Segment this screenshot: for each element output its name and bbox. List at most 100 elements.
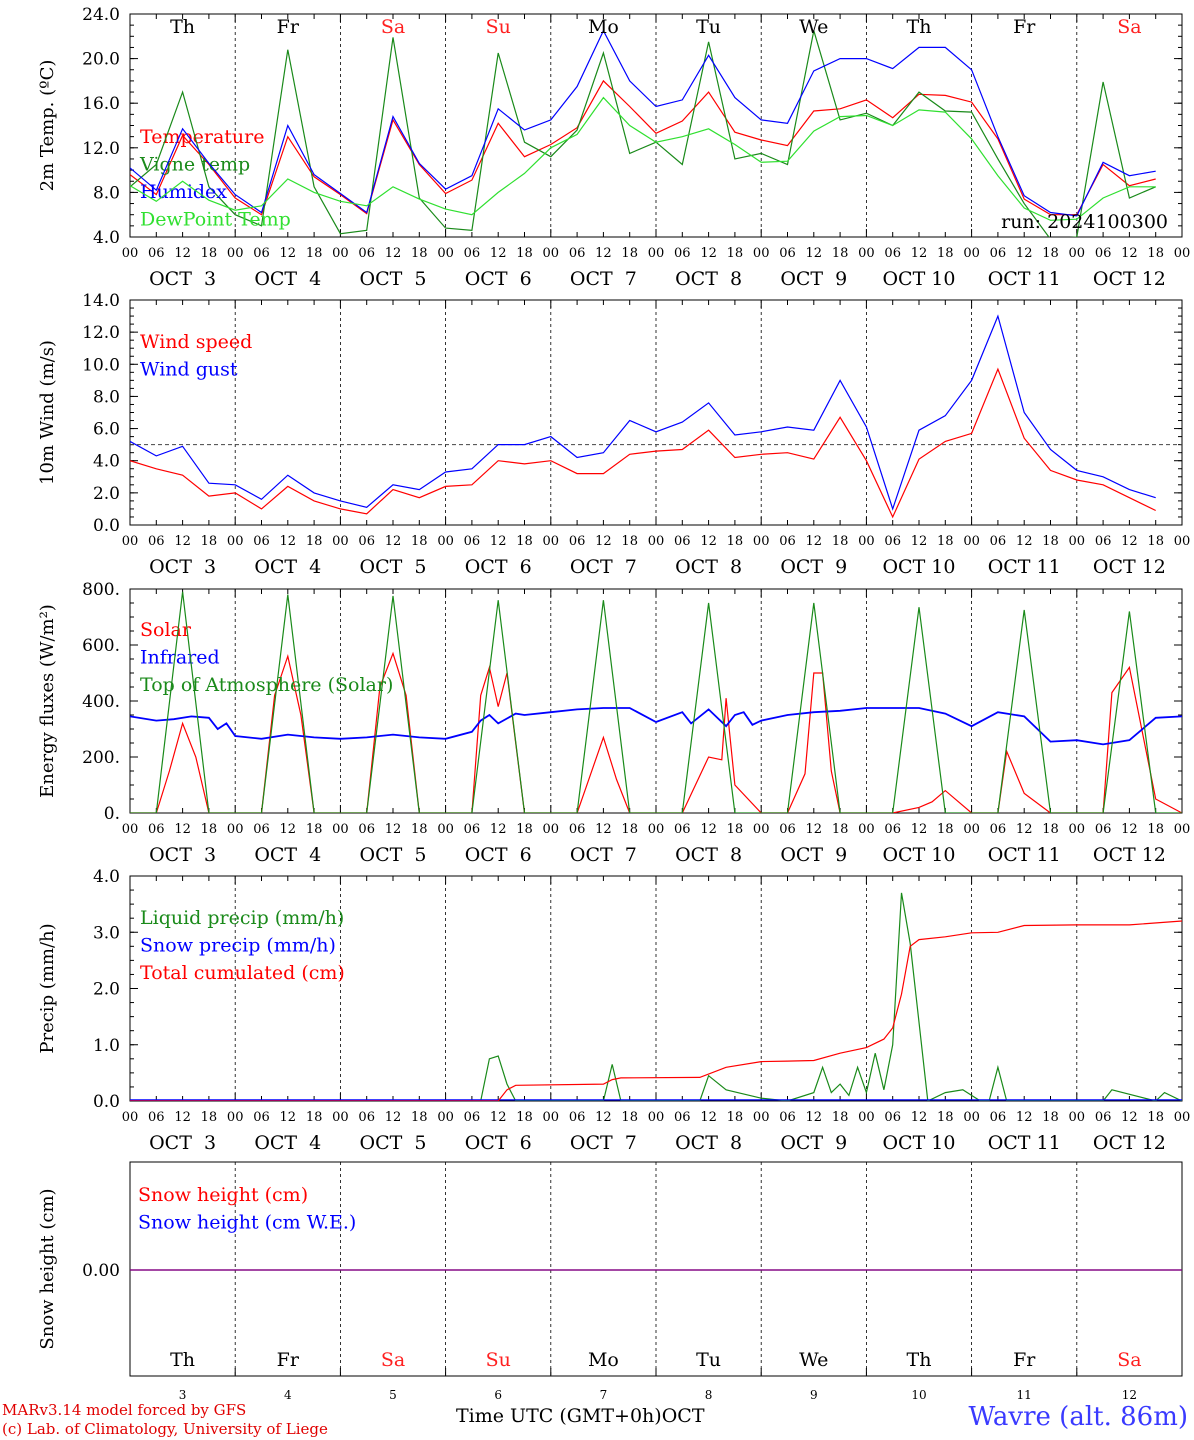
hour-tick-label: 12 [1121,246,1138,261]
series-line-total-cumulated-cm- [130,920,1182,1101]
legend-entry: Infrared [140,647,220,669]
y-axis-label: 10m Wind (m/s) [37,340,58,485]
date-label: OCT 4 [254,556,321,578]
date-label: OCT 10 [882,1132,955,1154]
hour-tick-label: 18 [411,246,428,261]
hour-tick-label: 18 [516,822,533,837]
hour-tick-label: 06 [884,1110,901,1125]
y-tick-label: 2.0 [93,980,120,1000]
hour-tick-label: 12 [806,246,823,261]
hour-tick-label: 06 [674,246,691,261]
hour-tick-label: 18 [1042,246,1059,261]
y-tick-label: 4.0 [93,452,120,472]
hour-tick-label: 18 [1042,534,1059,549]
hour-tick-label: 12 [280,246,297,261]
hour-tick-label: 06 [358,246,375,261]
hour-tick-label: 00 [963,534,980,549]
hour-tick-label: 18 [832,822,849,837]
series-line-solar [130,651,1182,813]
weekday-label-top: Tu [696,16,721,38]
hour-tick-label: 12 [1016,1110,1033,1125]
hour-tick-label: 18 [937,246,954,261]
date-label: OCT 7 [570,556,637,578]
hour-tick-label: 12 [174,822,191,837]
hour-tick-label: 00 [437,1110,454,1125]
hour-tick-label: 12 [174,534,191,549]
hour-tick-label: 12 [280,534,297,549]
y-tick-label: 6.0 [93,420,120,440]
date-label: OCT 5 [360,1132,427,1154]
hour-tick-label: 06 [464,822,481,837]
y-axis-label: Energy fluxes (W/m²) [37,604,58,798]
hour-tick-label: 18 [1147,1110,1164,1125]
weekday-label-top: We [799,16,828,38]
hour-tick-label: 06 [253,1110,270,1125]
series-line-top-of-atmosphere-solar- [130,591,1182,813]
hour-tick-label: 00 [753,1110,770,1125]
date-label: OCT 6 [465,844,532,866]
hour-tick-label: 00 [1174,1110,1191,1125]
hour-tick-label: 12 [700,1110,717,1125]
hour-tick-label: 06 [779,822,796,837]
date-label: OCT 9 [780,268,847,290]
hour-tick-label: 06 [990,534,1007,549]
panel-3: 00 06 12 18 00 06 12 18 00 06 12 18 00 06 12 18 00 06 12 18… [37,580,1190,866]
y-tick-label: 2.0 [93,484,120,504]
legend-entry: Snow height (cm W.E.) [138,1212,356,1234]
hour-tick-label: 00 [1069,1110,1086,1125]
panel-5: 3 4 5 6 7 8 9 10 11 12 0.00 Snow height (cm) Snow he… [37,1161,1183,1402]
hour-tick-label: 12 [1121,822,1138,837]
hour-tick-label: 12 [1016,534,1033,549]
date-label: OCT 7 [570,1132,637,1154]
date-label: OCT 8 [675,556,742,578]
hour-tick-label: 00 [332,246,349,261]
date-label: OCT 7 [570,844,637,866]
hour-tick-label: 18 [832,1110,849,1125]
hour-tick-label: 06 [358,1110,375,1125]
day-number-label: 3 [179,1388,187,1402]
hour-tick-label: 00 [332,822,349,837]
day-number-label: 12 [1122,1388,1137,1402]
hour-tick-label: 00 [437,822,454,837]
weekday-label-bottom: Sa [381,1349,405,1371]
hour-tick-label: 06 [148,1110,165,1125]
hour-tick-label: 06 [674,1110,691,1125]
hour-tick-label: 06 [1095,534,1112,549]
hour-tick-label: 12 [595,246,612,261]
hour-tick-label: 18 [306,246,323,261]
hour-tick-label: 18 [727,534,744,549]
date-label: OCT 12 [1093,268,1166,290]
weekday-label-top: Sa [381,16,405,38]
hour-tick-label: 18 [727,246,744,261]
weekday-label-bottom: Mo [588,1349,619,1371]
hour-tick-label: 00 [437,534,454,549]
hour-tick-label: 00 [1069,534,1086,549]
y-tick-label: 14.0 [82,291,120,311]
hour-tick-label: 18 [411,1110,428,1125]
weekday-label-bottom: Th [907,1349,932,1371]
hour-tick-label: 00 [1174,534,1191,549]
y-tick-label: 400. [82,692,120,712]
series-line-infrared [130,707,1182,746]
series-line-temperature [130,79,1156,216]
hour-tick-label: 06 [148,534,165,549]
hour-tick-label: 00 [648,1110,665,1125]
hour-tick-label: 18 [832,246,849,261]
hour-tick-label: 18 [201,246,218,261]
day-number-label: 8 [705,1388,713,1402]
hour-tick-label: 06 [990,1110,1007,1125]
hour-tick-label: 12 [806,822,823,837]
hour-tick-label: 12 [280,1110,297,1125]
hour-tick-label: 12 [490,822,507,837]
hour-tick-label: 06 [884,246,901,261]
date-label: OCT 8 [675,1132,742,1154]
date-label: OCT 3 [149,844,216,866]
hour-tick-label: 00 [648,534,665,549]
hour-tick-label: 06 [253,246,270,261]
hour-tick-label: 00 [753,822,770,837]
hour-tick-label: 00 [1069,246,1086,261]
hour-tick-label: 12 [1016,246,1033,261]
y-tick-label: 12.0 [82,323,120,343]
date-label: OCT 10 [882,268,955,290]
weekday-label-top: Sa [1117,16,1141,38]
